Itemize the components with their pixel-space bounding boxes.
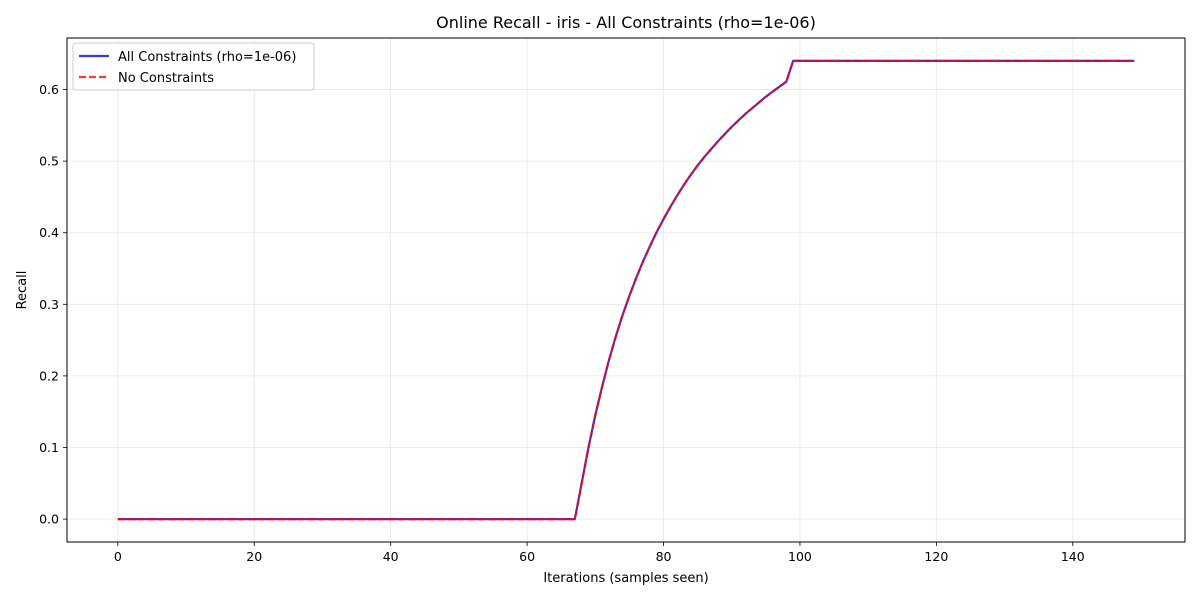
legend-label-all-constraints: All Constraints (rho=1e-06) — [118, 50, 296, 65]
series-line-no-constraints — [117, 59, 1135, 521]
legend-box — [72, 42, 315, 91]
x-tick-label: 140 — [1061, 549, 1085, 564]
y-tick-label: 0.0 — [39, 512, 59, 527]
y-axis-label: Recall — [15, 271, 30, 310]
x-tick-label: 120 — [924, 549, 948, 564]
x-axis-label: Iterations (samples seen) — [543, 571, 708, 586]
x-tick-label: 20 — [246, 549, 262, 564]
y-tick-label: 0.6 — [39, 82, 59, 97]
plot-lines — [117, 59, 1135, 521]
x-tick-label: 80 — [656, 549, 672, 564]
chart-title: Online Recall - iris - All Constraints (… — [436, 13, 816, 32]
plot-frame — [66, 37, 1186, 543]
x-tick-label: 0 — [114, 549, 122, 564]
y-tick-label: 0.2 — [39, 368, 59, 383]
y-tick-label: 0.3 — [39, 297, 59, 312]
y-tick-label: 0.5 — [39, 154, 59, 169]
x-tick-label: 100 — [788, 549, 812, 564]
x-tick-label: 40 — [383, 549, 399, 564]
legend: All Constraints (rho=1e-06) No Constrain… — [72, 42, 315, 91]
legend-label-no-constraints: No Constraints — [118, 71, 214, 86]
x-tick-label: 60 — [519, 549, 535, 564]
axis-ticks: 0 20 40 60 80 100 120 140 0.0 0.1 0.2 0.3 0.4 0.5 0.6 — [39, 82, 1085, 564]
y-tick-label: 0.4 — [39, 225, 59, 240]
y-tick-label: 0.1 — [39, 440, 59, 455]
